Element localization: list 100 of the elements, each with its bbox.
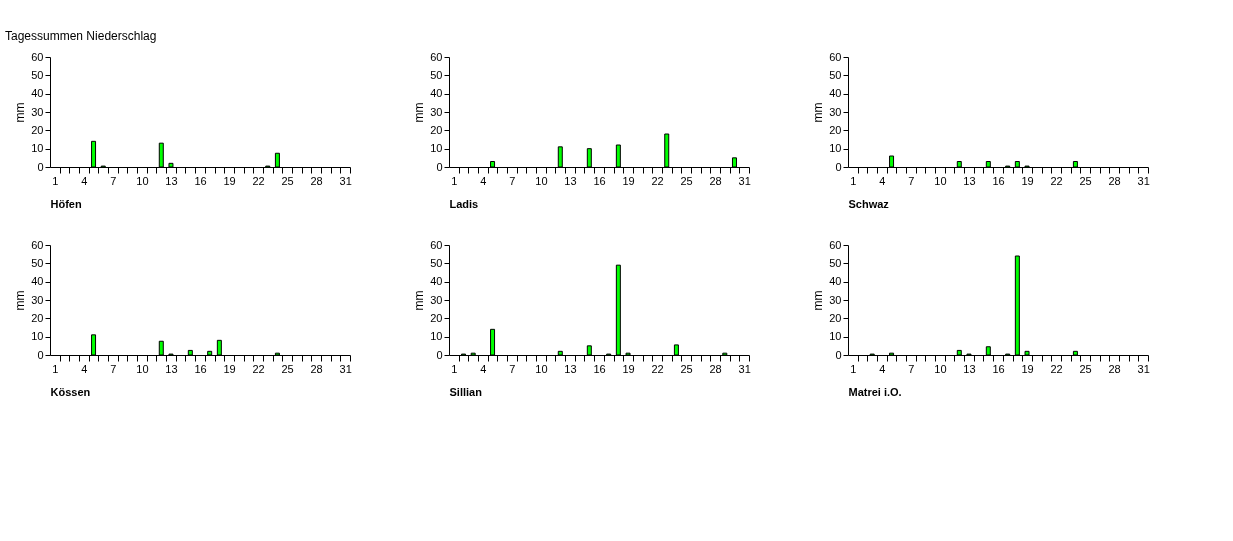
y-axis-title: mm bbox=[811, 102, 826, 123]
x-tick-label: 7 bbox=[509, 362, 516, 375]
x-tick-label: 19 bbox=[622, 174, 635, 187]
x-tick-label: 19 bbox=[223, 362, 236, 375]
x-tick-label: 16 bbox=[593, 174, 606, 187]
y-tick-label: 60 bbox=[31, 238, 44, 251]
x-tick-label: 19 bbox=[223, 174, 236, 187]
x-tick-label: 25 bbox=[1079, 174, 1092, 187]
y-tick-label: 10 bbox=[829, 142, 842, 155]
y-tick-label: 0 bbox=[835, 348, 842, 361]
x-axis-title: Matrei i.O. bbox=[848, 385, 902, 398]
y-tick-label: 20 bbox=[829, 123, 842, 136]
y-tick-label: 40 bbox=[430, 275, 443, 288]
x-tick-label: 13 bbox=[564, 362, 577, 375]
x-tick-label: 10 bbox=[136, 362, 149, 375]
x-tick-label: 19 bbox=[1021, 174, 1034, 187]
x-tick-label: 4 bbox=[81, 362, 88, 375]
x-tick-label: 13 bbox=[963, 174, 976, 187]
x-tick-label: 31 bbox=[1137, 362, 1150, 375]
x-tick-label: 13 bbox=[564, 174, 577, 187]
x-tick-label: 7 bbox=[908, 362, 915, 375]
x-tick-label: 22 bbox=[252, 362, 265, 375]
x-tick-label: 28 bbox=[310, 174, 323, 187]
x-tick-label: 10 bbox=[934, 362, 947, 375]
y-axis-title: mm bbox=[811, 290, 826, 311]
y-tick-label: 40 bbox=[31, 87, 44, 100]
x-tick-label: 31 bbox=[1137, 174, 1150, 187]
y-tick-label: 0 bbox=[37, 348, 44, 361]
y-tick-label: 50 bbox=[31, 256, 44, 269]
y-tick-label: 40 bbox=[829, 275, 842, 288]
y-tick-label: 50 bbox=[31, 68, 44, 81]
x-tick-label: 25 bbox=[680, 174, 693, 187]
x-tick-label: 10 bbox=[934, 174, 947, 187]
x-tick-label: 22 bbox=[1050, 174, 1063, 187]
x-tick-label: 10 bbox=[136, 174, 149, 187]
x-axis-title: Schwaz bbox=[848, 197, 890, 210]
x-tick-label: 1 bbox=[52, 362, 59, 375]
x-tick-label: 28 bbox=[310, 362, 323, 375]
x-axis-title: Ladis bbox=[449, 197, 479, 210]
x-tick-label: 31 bbox=[738, 362, 751, 375]
y-tick-label: 60 bbox=[430, 50, 443, 63]
x-axis-title: Kössen bbox=[50, 385, 91, 398]
chart-title: Tagessummen Niederschlag bbox=[5, 29, 157, 43]
y-tick-label: 20 bbox=[430, 311, 443, 324]
x-tick-label: 31 bbox=[738, 174, 751, 187]
y-tick-label: 60 bbox=[31, 50, 44, 63]
x-tick-label: 16 bbox=[992, 362, 1005, 375]
y-tick-label: 0 bbox=[436, 160, 443, 173]
x-tick-label: 7 bbox=[110, 362, 117, 375]
x-tick-label: 25 bbox=[281, 174, 294, 187]
x-tick-label: 7 bbox=[509, 174, 516, 187]
y-tick-label: 0 bbox=[37, 160, 44, 173]
x-tick-label: 22 bbox=[651, 362, 664, 375]
x-tick-label: 13 bbox=[165, 174, 178, 187]
y-tick-label: 10 bbox=[829, 330, 842, 343]
y-tick-label: 40 bbox=[430, 87, 443, 100]
y-axis-title: mm bbox=[412, 290, 427, 311]
y-tick-label: 30 bbox=[829, 293, 842, 306]
x-tick-label: 25 bbox=[680, 362, 693, 375]
x-tick-label: 7 bbox=[908, 174, 915, 187]
x-tick-label: 16 bbox=[992, 174, 1005, 187]
x-tick-label: 28 bbox=[709, 174, 722, 187]
x-tick-label: 25 bbox=[1079, 362, 1092, 375]
y-tick-label: 50 bbox=[829, 256, 842, 269]
x-tick-label: 28 bbox=[709, 362, 722, 375]
x-tick-label: 19 bbox=[1021, 362, 1034, 375]
x-tick-label: 13 bbox=[963, 362, 976, 375]
x-tick-label: 22 bbox=[651, 174, 664, 187]
y-axis-title: mm bbox=[13, 290, 28, 311]
x-tick-label: 1 bbox=[850, 174, 857, 187]
x-tick-label: 4 bbox=[879, 362, 886, 375]
x-tick-label: 7 bbox=[110, 174, 117, 187]
y-tick-label: 10 bbox=[430, 142, 443, 155]
y-tick-label: 30 bbox=[31, 105, 44, 118]
x-tick-label: 31 bbox=[339, 362, 352, 375]
y-tick-label: 50 bbox=[430, 68, 443, 81]
y-tick-label: 40 bbox=[829, 87, 842, 100]
y-axis-title: mm bbox=[412, 102, 427, 123]
y-tick-label: 10 bbox=[31, 330, 44, 343]
y-tick-label: 10 bbox=[31, 142, 44, 155]
x-tick-label: 22 bbox=[252, 174, 265, 187]
x-tick-label: 31 bbox=[339, 174, 352, 187]
x-tick-label: 28 bbox=[1108, 174, 1121, 187]
y-tick-label: 10 bbox=[430, 330, 443, 343]
x-tick-label: 16 bbox=[593, 362, 606, 375]
y-tick-label: 20 bbox=[31, 311, 44, 324]
x-tick-label: 10 bbox=[535, 362, 548, 375]
x-tick-label: 28 bbox=[1108, 362, 1121, 375]
y-tick-label: 30 bbox=[31, 293, 44, 306]
y-tick-label: 0 bbox=[835, 160, 842, 173]
x-tick-label: 4 bbox=[81, 174, 88, 187]
y-tick-label: 20 bbox=[430, 123, 443, 136]
x-tick-label: 4 bbox=[879, 174, 886, 187]
x-tick-label: 13 bbox=[165, 362, 178, 375]
x-tick-label: 1 bbox=[451, 362, 458, 375]
y-tick-label: 60 bbox=[430, 238, 443, 251]
x-tick-label: 4 bbox=[480, 362, 487, 375]
x-tick-label: 4 bbox=[480, 174, 487, 187]
x-tick-label: 1 bbox=[52, 174, 59, 187]
x-axis-title: Sillian bbox=[449, 385, 483, 398]
